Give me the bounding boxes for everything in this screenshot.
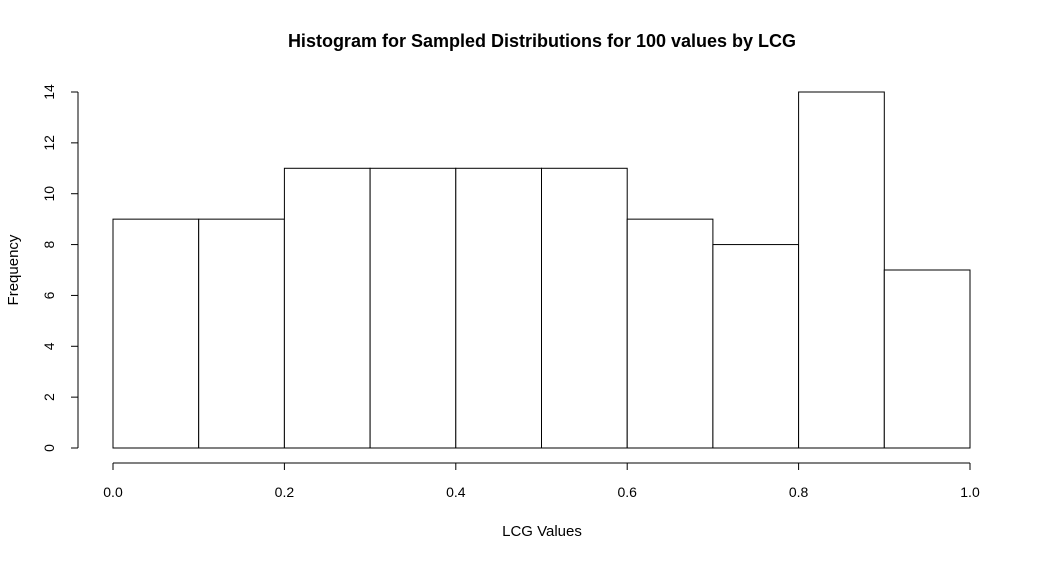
histogram-bar xyxy=(112,218,200,449)
chart-title: Histogram for Sampled Distributions for … xyxy=(288,31,796,51)
y-tick-label: 0 xyxy=(41,444,57,452)
x-tick-label: 0.2 xyxy=(275,484,295,500)
x-tick-label: 0.0 xyxy=(103,484,123,500)
histogram-bar xyxy=(798,91,885,449)
x-axis-label: LCG Values xyxy=(502,523,582,540)
histogram-bar xyxy=(626,218,714,449)
histogram-bar xyxy=(883,269,971,449)
bars-group xyxy=(112,91,971,449)
y-tick-label: 14 xyxy=(41,84,57,100)
histogram-bar xyxy=(369,167,457,449)
x-tick-label: 0.8 xyxy=(789,484,809,500)
x-tick-label: 0.6 xyxy=(617,484,637,500)
y-tick-label: 4 xyxy=(41,342,57,350)
x-tick-label: 0.4 xyxy=(446,484,466,500)
x-axis: 0.0 0.2 0.4 0.6 0.8 1.0 xyxy=(103,462,980,500)
y-tick-label: 10 xyxy=(41,186,57,202)
y-tick-label: 6 xyxy=(41,291,57,299)
histogram-bar xyxy=(283,167,371,449)
histogram-bar xyxy=(541,167,628,449)
x-tick-label: 1.0 xyxy=(960,484,980,500)
y-tick-label: 12 xyxy=(41,135,57,151)
histogram-bar xyxy=(455,167,542,449)
y-tick-label: 8 xyxy=(41,240,57,248)
y-axis: 0 2 4 6 8 10 12 14 xyxy=(41,84,79,452)
histogram-bar xyxy=(712,244,800,449)
histogram-bar xyxy=(198,218,285,449)
y-tick-label: 2 xyxy=(41,393,57,401)
y-axis-label: Frequency xyxy=(5,234,22,305)
